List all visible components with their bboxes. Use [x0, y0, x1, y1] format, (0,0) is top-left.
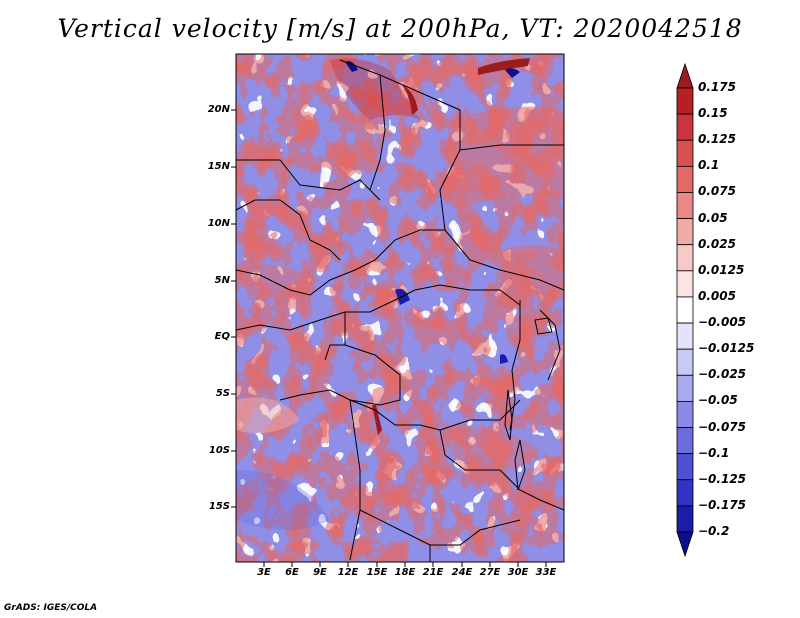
colorbar-tick-label: −0.025 — [698, 367, 747, 382]
colorbar-tick-label: 0.125 — [698, 132, 736, 147]
colorbar-segment — [676, 374, 694, 402]
colorbar-segment — [676, 113, 694, 141]
lon-label-24e: 24E — [451, 567, 473, 578]
colorbar-segment — [676, 139, 694, 167]
colorbar-tick-label: 0.025 — [698, 236, 736, 251]
colorbar-tick-label: 0.175 — [698, 80, 736, 94]
lon-ticks — [263, 562, 547, 567]
lat-label-20n: 20N — [207, 104, 230, 115]
colorbar — [676, 62, 694, 558]
colorbar-segment — [676, 218, 694, 246]
colorbar-segment — [676, 453, 694, 481]
colorbar-tick-label: −0.175 — [698, 497, 747, 512]
colorbar-segment — [676, 296, 694, 324]
colorbar-segment — [676, 401, 694, 428]
lon-label-30e: 30E — [507, 567, 529, 578]
colorbar-tick-label: 0.15 — [698, 106, 728, 121]
lat-label-15n: 15N — [207, 161, 230, 172]
lon-label-6e: 6E — [285, 567, 299, 578]
lat-label-15s: 15S — [208, 501, 230, 512]
lat-label-eq: EQ — [214, 331, 230, 342]
colorbar-tick-label: 0.0125 — [698, 262, 745, 277]
lon-label-15e: 15E — [366, 567, 388, 578]
colorbar-top-triangle — [676, 62, 694, 89]
lon-label-18e: 18E — [394, 567, 416, 578]
lat-label-5s: 5S — [215, 388, 230, 399]
colorbar-bottom-triangle — [676, 531, 694, 558]
colorbar-segment — [676, 427, 694, 455]
colorbar-tick-label: 0.005 — [698, 288, 736, 303]
colorbar-tick-label: −0.05 — [698, 393, 738, 408]
lon-label-9e: 9E — [313, 567, 327, 578]
colorbar-segment — [676, 270, 694, 298]
lon-label-3e: 3E — [257, 567, 271, 578]
colorbar-tick-label: −0.1 — [698, 445, 730, 460]
lon-label-27e: 27E — [479, 567, 501, 578]
colorbar-tick-label: −0.075 — [698, 419, 747, 434]
lat-label-5n: 5N — [214, 275, 230, 286]
lon-label-21e: 21E — [422, 567, 444, 578]
lat-label-10s: 10S — [208, 445, 230, 456]
map-frame — [235, 53, 565, 563]
colorbar-segment — [676, 165, 694, 193]
colorbar-tick-label: 0.1 — [698, 158, 720, 173]
lon-label-33e: 33E — [535, 567, 557, 578]
colorbar-segment — [676, 479, 694, 507]
colorbar-tick-label: 0.05 — [698, 210, 728, 225]
colorbar-tick-label: −0.0125 — [698, 341, 755, 356]
country-borders — [236, 59, 564, 562]
colorbar-segment — [676, 87, 694, 115]
lon-label-12e: 12E — [337, 567, 359, 578]
colorbar-tick-label: −0.005 — [698, 315, 747, 330]
colorbar-segment — [676, 348, 694, 376]
colorbar-tick-label: −0.125 — [698, 471, 747, 486]
lat-ticks — [231, 109, 236, 508]
colorbar-segment — [676, 505, 694, 533]
map-title: Vertical velocity [m/s] at 200hPa, VT: 2… — [57, 14, 743, 43]
colorbar-tick-label: 0.075 — [698, 184, 736, 199]
colorbar-tick-label: −0.2 — [698, 524, 730, 538]
lat-label-10n: 10N — [207, 218, 230, 229]
vertical-velocity-field — [236, 54, 564, 562]
colorbar-segment — [676, 244, 694, 272]
colorbar-segment — [676, 322, 694, 350]
grads-credit: GrADS: IGES/COLA — [4, 603, 98, 613]
colorbar-segment — [676, 192, 694, 219]
